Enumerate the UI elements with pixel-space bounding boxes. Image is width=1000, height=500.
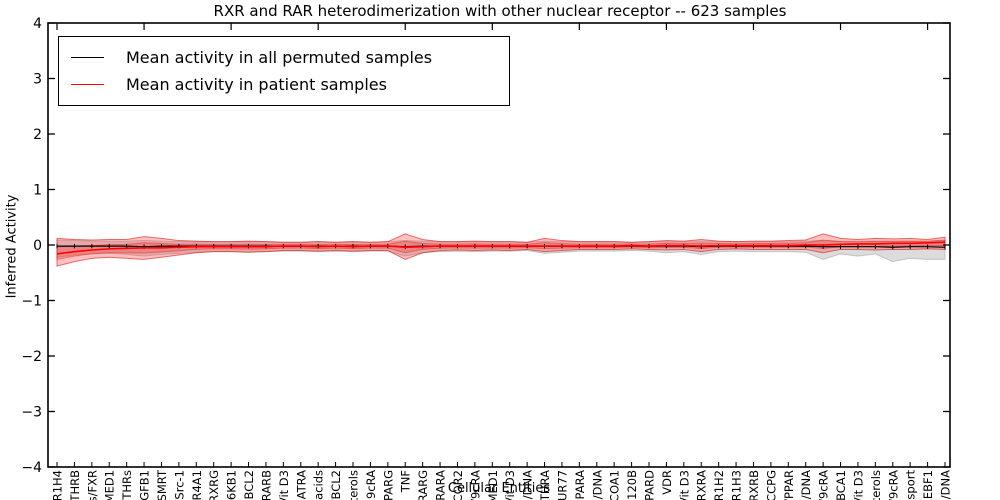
y-tick-label: 3 [33,72,42,88]
x-tick-label: mol:ATRA [294,470,308,500]
x-tick-label: cholesterol transport [904,470,918,500]
x-tick-label: VDR/VDR/DNA [590,470,604,500]
x-tick-label: mol:Vit D3 [277,470,291,500]
x-tick-label: VDR/VDR/Vit D3 [503,470,517,500]
x-tick-label: RARs/THRs/DNA/Src-1 [172,470,186,500]
x-tick-label: RXRs/NUR77/BCL2 [329,470,343,500]
x-tick-label: mol:9cRA [364,470,378,500]
x-tick-label: THRB [68,470,82,500]
y-axis-label: Inferred Activity [4,194,20,299]
y-tick-label: 4 [33,16,42,32]
patient-band-outer [56,233,946,267]
x-tick-label: ABCA1 [834,470,848,500]
y-tick-label: −4 [21,460,42,476]
y-tick-label: 0 [33,238,42,254]
patient-mean-line [56,241,946,255]
x-tick-label: RARA [434,470,448,500]
x-tick-label: PPARA [573,470,587,500]
y-tick-label: −2 [21,349,42,365]
y-tick-label: −1 [21,294,42,310]
x-tick-label: RXRs/PPAR/9cRA/PGJ2/DNA [799,470,813,500]
x-tick-label: RXRs/LXRs/DNA [939,470,953,500]
x-tick-label: mol:Oxysterols [347,470,361,500]
x-tick-label: RXRs/RXRs/DNA/9cRA [817,470,831,500]
x-tick-label: RXRA [695,470,709,500]
x-tick-label: TGFB1 [138,470,152,500]
x-tick-label: THRA [538,470,552,500]
x-tick-label: RXRB [747,470,761,500]
legend-line-sample-red [71,84,104,85]
x-tick-label: NR4A1 [190,470,204,500]
x-tick-label: RARs/THRs [120,470,134,500]
x-tick-label: RARs/RARs/DNA/9cRA [468,470,482,500]
x-tick-label: RXRs/FXR [85,470,99,500]
x-axis-label: Cellular Entities [447,481,551,496]
x-tick-label: RXRG [207,470,221,500]
x-tick-label: NCOA1 [608,470,622,500]
x-tick-label: NR1H4 [51,470,65,500]
x-tick-label: BCL2 [242,470,256,499]
x-tick-label: NCOR2 [451,470,465,500]
x-tick-label: RPS6KB1 [225,470,239,500]
x-tick-label: RXRs/NUR77 [555,470,569,500]
legend: Mean activity in all permuted samples Me… [58,36,510,106]
x-tick-label: FAM120B [625,470,639,500]
x-tick-label: RXRs/LXRs/DNA/9cRA [886,470,900,500]
x-tick-label: RARs/VDR/DNA/Vit D3 [677,470,691,500]
x-tick-label: RXRs/VDR/DNA/Vit D3 [851,470,865,500]
chart-title: RXR and RAR heterodimerization with othe… [213,2,787,20]
x-tick-label: mol:Bile acids [312,470,326,500]
x-tick-label: MED1 [486,470,500,500]
y-tick-label: −3 [21,405,42,421]
x-tick-label: TNF [399,470,413,493]
legend-label: Mean activity in patient samples [126,75,387,94]
legend-line-sample-black [71,57,104,58]
x-tick-label: VDR/Vit D3/DNA [521,470,535,500]
x-tick-label: RXRs/PPAR [782,470,796,500]
legend-label: Mean activity in all permuted samples [126,48,433,67]
x-tick-label: RARB [259,470,273,500]
x-tick-label: VDR [660,470,674,495]
legend-item-patient: Mean activity in patient samples [71,71,499,98]
x-tick-label: RXR alpha/CCPG [764,470,778,500]
y-tick-label: 1 [33,183,42,199]
legend-item-permuted: Mean activity in all permuted samples [71,44,499,71]
x-tick-label: PPARD [643,470,657,500]
x-tick-label: NR1H3 [730,470,744,500]
x-tick-label: NR1H2 [712,470,726,500]
x-tick-label: PPARG [381,470,395,500]
x-tick-label: RARs/THRs/DNA/SMRT [155,469,169,500]
x-tick-label: RXRs/FXR/9cRA/MED1 [103,470,117,500]
y-tick-label: 2 [33,127,42,143]
x-tick-label: RXRs/LXRs/DNA/Oxysterols [869,470,883,500]
x-tick-label: SREBF1 [921,470,935,500]
x-tick-label: RARG [416,470,430,500]
